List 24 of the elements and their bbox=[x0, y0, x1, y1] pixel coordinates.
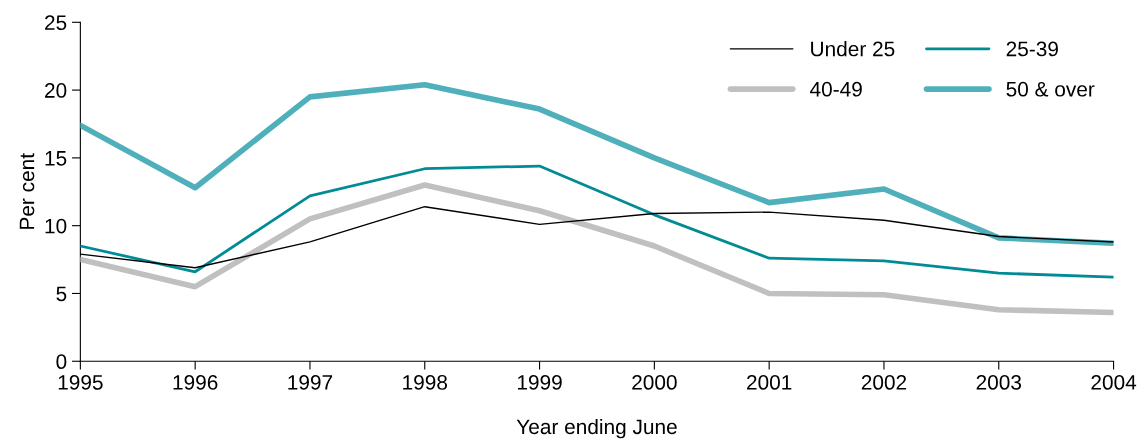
x-tick-label: 2003 bbox=[976, 375, 1022, 390]
y-tick-label: 10 bbox=[45, 218, 67, 234]
x-tick-label: 1996 bbox=[173, 375, 218, 390]
y-tick-label: 15 bbox=[45, 151, 67, 166]
x-tick-label: 2000 bbox=[632, 375, 677, 390]
x-tick-label: 2002 bbox=[861, 375, 907, 390]
x-tick-label: 1997 bbox=[288, 375, 333, 390]
y-tick-label: 25 bbox=[45, 15, 67, 31]
x-tick-label: 1995 bbox=[58, 375, 103, 390]
y-tick-label: 5 bbox=[56, 286, 67, 302]
x-tick-label: 1998 bbox=[403, 375, 448, 390]
y-tick-label: 0 bbox=[56, 354, 67, 370]
legend-label: 40-49 bbox=[810, 81, 862, 97]
y-tick-label: 20 bbox=[45, 83, 67, 98]
x-axis-title: Year ending June bbox=[516, 418, 677, 439]
x-tick-label: 1999 bbox=[517, 375, 562, 390]
x-tick-label: 2001 bbox=[747, 375, 792, 390]
line-series bbox=[80, 164, 1114, 279]
legend-label: 50 & over bbox=[1006, 81, 1095, 97]
y-axis-title: Per cent bbox=[19, 153, 35, 229]
x-tick-label: 2004 bbox=[1091, 375, 1137, 390]
legend-label: Under 25 bbox=[811, 41, 895, 57]
legend-label: 25-39 bbox=[1006, 41, 1058, 57]
line-series bbox=[80, 205, 1114, 269]
